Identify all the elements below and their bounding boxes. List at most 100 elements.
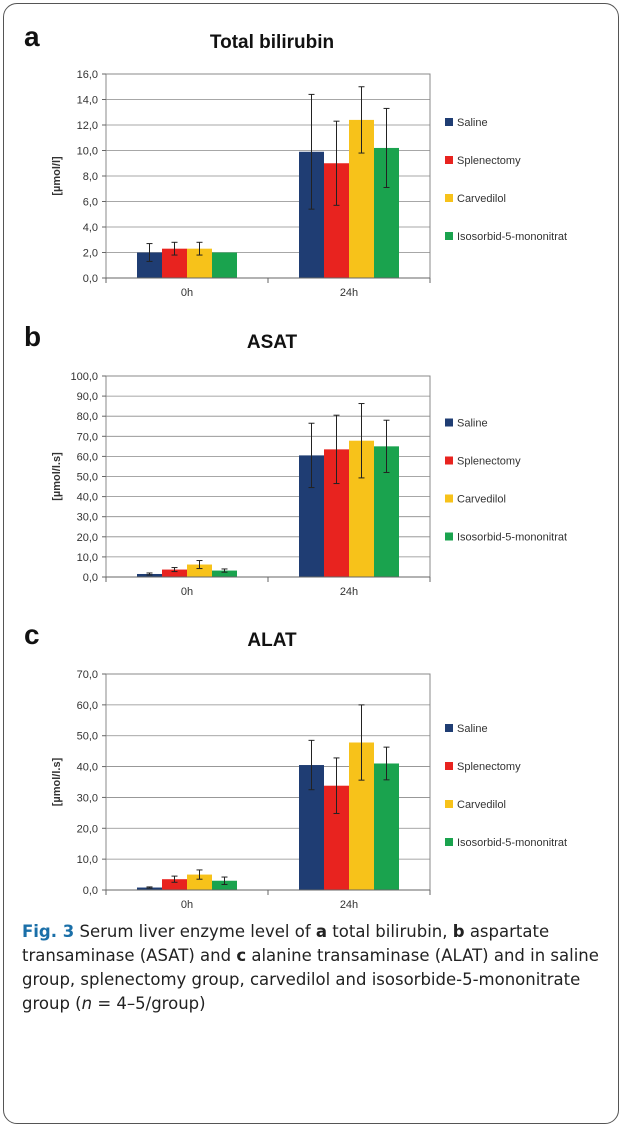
error-bar-carvedilol-0h bbox=[196, 560, 203, 570]
legend: Saline Splenectomy Carvedilol Isosorbid-5-m… bbox=[445, 723, 567, 849]
y-tick-label: 10,0 bbox=[77, 146, 98, 158]
y-axis-label: [µmol/l] bbox=[51, 156, 63, 196]
y-tick-label: 40,0 bbox=[77, 492, 98, 504]
bar-carvedilol-0h bbox=[187, 874, 212, 890]
caption-segment: a bbox=[315, 922, 328, 941]
y-tick-label: 60,0 bbox=[77, 451, 98, 463]
legend-label-saline: Saline bbox=[457, 117, 488, 129]
error-bar-isosorbid-5-mononitrat-0h bbox=[221, 876, 228, 885]
error-bar-splenectomy-0h bbox=[171, 875, 178, 883]
figure-label: Fig. 3 bbox=[22, 922, 75, 941]
error-bar-saline-24h bbox=[308, 422, 315, 489]
error-bar-saline-0h bbox=[146, 243, 153, 262]
chart-title: ALAT bbox=[247, 630, 297, 651]
error-bar-carvedilol-0h bbox=[196, 869, 203, 880]
y-tick-label: 0,0 bbox=[83, 885, 98, 897]
legend-swatch-isosorbid-5-mononitrat bbox=[445, 232, 453, 240]
y-tick-label: 100,0 bbox=[70, 371, 98, 383]
figure-caption: Fig. 3 Serum liver enzyme level of a tot… bbox=[22, 920, 602, 1016]
y-tick-label: 20,0 bbox=[77, 532, 98, 544]
bar-isosorbid-5-mononitrat-0h bbox=[212, 252, 237, 278]
x-tick-label: 0h bbox=[181, 899, 193, 910]
error-bar-splenectomy-24h bbox=[333, 414, 340, 485]
caption-segment: total bilirubin, bbox=[327, 922, 453, 941]
legend-label-carvedilol: Carvedilol bbox=[457, 494, 506, 506]
y-tick-label: 90,0 bbox=[77, 391, 98, 403]
error-bar-saline-0h bbox=[146, 572, 153, 576]
y-tick-label: 2,0 bbox=[83, 248, 98, 260]
legend-swatch-saline bbox=[445, 118, 453, 126]
y-tick-label: 80,0 bbox=[77, 411, 98, 423]
caption-segment: n bbox=[81, 994, 93, 1013]
caption-segment: b bbox=[452, 922, 465, 941]
chart-title: Total bilirubin bbox=[210, 32, 334, 53]
x-tick-label: 24h bbox=[340, 287, 358, 299]
legend-label-saline: Saline bbox=[457, 723, 488, 735]
bar-isosorbid-5-mononitrat-24h bbox=[374, 763, 399, 890]
legend-swatch-isosorbid-5-mononitrat bbox=[445, 532, 453, 541]
panel-letter: a bbox=[24, 21, 40, 52]
error-bar-saline-0h bbox=[146, 886, 153, 889]
legend-label-splenectomy: Splenectomy bbox=[457, 456, 521, 468]
y-tick-label: 60,0 bbox=[77, 700, 98, 712]
y-tick-label: 30,0 bbox=[77, 512, 98, 524]
legend-label-isosorbid-5-mononitrat: Isosorbid-5-mononitrat bbox=[457, 231, 567, 243]
bar-isosorbid-5-mononitrat-0h bbox=[212, 880, 237, 890]
legend-swatch-carvedilol bbox=[445, 800, 453, 808]
legend-swatch-saline bbox=[445, 724, 453, 732]
error-bar-splenectomy-24h bbox=[333, 757, 340, 814]
caption-segment: = 4–5/group) bbox=[92, 994, 206, 1013]
error-bar-saline-24h bbox=[308, 739, 315, 791]
chart-title: ASAT bbox=[247, 332, 298, 353]
x-tick-label: 0h bbox=[181, 287, 193, 299]
bar-splenectomy-0h bbox=[162, 879, 187, 890]
legend-swatch-splenectomy bbox=[445, 456, 453, 465]
error-bar-splenectomy-0h bbox=[171, 567, 178, 573]
error-bar-saline-24h bbox=[308, 93, 315, 210]
y-tick-label: 0,0 bbox=[83, 273, 98, 285]
y-tick-label: 4,0 bbox=[83, 222, 98, 234]
bar-carvedilol-0h bbox=[187, 564, 212, 577]
caption-segment: c bbox=[236, 946, 247, 965]
y-tick-label: 10,0 bbox=[77, 552, 98, 564]
y-axis-label: [µmol/l.s] bbox=[51, 757, 63, 806]
panel-b-asat: b ASAT 0,0 10,0 20,0 30,0 40,0 50,0 60,0 70,0 80,0… bbox=[0, 312, 625, 610]
panel-a-total-bilirubin: a Total bilirubin 0,0 2,0 4,0 6,0 8,0 10,0 12,0 1… bbox=[0, 12, 625, 312]
x-tick-label: 0h bbox=[181, 586, 193, 598]
caption-segment: Serum liver enzyme level of bbox=[74, 922, 316, 941]
y-tick-label: 12,0 bbox=[77, 120, 98, 132]
legend: Saline Splenectomy Carvedilol Isosorbid-5-m… bbox=[445, 117, 567, 243]
y-tick-label: 8,0 bbox=[83, 171, 98, 183]
y-tick-label: 0,0 bbox=[83, 572, 98, 584]
legend-label-isosorbid-5-mononitrat: Isosorbid-5-mononitrat bbox=[457, 532, 567, 544]
y-tick-label: 50,0 bbox=[77, 472, 98, 484]
bar-saline-0h bbox=[137, 887, 162, 890]
chart-asat: b ASAT 0,0 10,0 20,0 30,0 40,0 50,0 60,0 70,0 80,0… bbox=[24, 321, 567, 598]
error-bar-splenectomy-0h bbox=[171, 241, 178, 256]
legend-label-splenectomy: Splenectomy bbox=[457, 155, 521, 167]
x-tick-label: 24h bbox=[340, 586, 358, 598]
legend-swatch-isosorbid-5-mononitrat bbox=[445, 838, 453, 846]
y-tick-label: 14,0 bbox=[77, 95, 98, 107]
error-bar-carvedilol-24h bbox=[358, 704, 365, 781]
error-bar-carvedilol-24h bbox=[358, 403, 365, 479]
error-bar-isosorbid-5-mononitrat-24h bbox=[383, 419, 390, 473]
panel-letter: c bbox=[24, 619, 40, 650]
legend-label-carvedilol: Carvedilol bbox=[457, 193, 506, 205]
legend-label-saline: Saline bbox=[457, 418, 488, 430]
panel-c-alat: c ALAT 0,0 10,0 20,0 30,0 40,0 50,0 60,0 70,0 [µmo… bbox=[0, 610, 625, 910]
y-axis-label: [µmol/l.s] bbox=[51, 452, 63, 501]
caption-segment: aspartate transaminase (ASAT) and bbox=[22, 922, 550, 965]
bar-isosorbid-5-mononitrat-0h bbox=[212, 570, 237, 577]
caption-segment: alanine transaminase (ALAT) and in salin… bbox=[22, 946, 599, 1013]
error-bar-isosorbid-5-mononitrat-24h bbox=[383, 746, 390, 781]
legend-label-isosorbid-5-mononitrat: Isosorbid-5-mononitrat bbox=[457, 837, 567, 849]
bar-splenectomy-0h bbox=[162, 569, 187, 577]
error-bar-splenectomy-24h bbox=[333, 120, 340, 206]
legend-swatch-carvedilol bbox=[445, 194, 453, 202]
y-tick-label: 6,0 bbox=[83, 197, 98, 209]
y-tick-label: 70,0 bbox=[77, 669, 98, 681]
bar-saline-0h bbox=[137, 573, 162, 577]
legend: Saline Splenectomy Carvedilol Isosorbid-5-m… bbox=[445, 418, 567, 544]
legend-label-splenectomy: Splenectomy bbox=[457, 761, 521, 773]
